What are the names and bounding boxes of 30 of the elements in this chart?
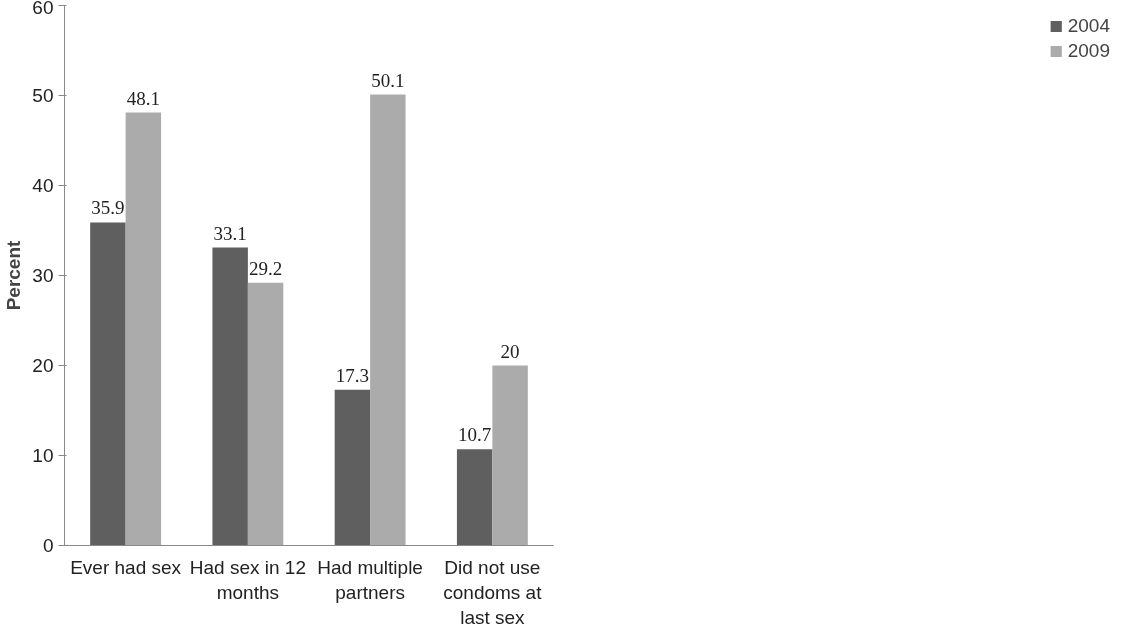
bar	[334, 389, 371, 546]
bar	[212, 247, 248, 546]
data-label: 20	[500, 340, 520, 362]
data-label: 33.1	[213, 222, 247, 244]
y-tick-label: 60	[32, 0, 54, 18]
data-label: 48.1	[126, 87, 160, 109]
y-tick-label: 0	[42, 535, 54, 556]
y-tick-label: 40	[32, 175, 54, 196]
bar	[247, 282, 284, 546]
y-tick-label: 10	[32, 445, 54, 466]
y-tick-label: 20	[32, 355, 54, 376]
bar	[90, 222, 126, 546]
x-tick-label: Had multiple partners	[317, 556, 423, 603]
y-axis-title: Percent	[3, 239, 25, 311]
data-label: 17.3	[335, 364, 370, 386]
bar	[370, 94, 406, 546]
x-tick-label: Did not use condoms at last sex	[443, 556, 543, 628]
data-label: 35.9	[91, 197, 125, 219]
y-tick-label: 30	[32, 265, 54, 286]
x-tick-label: Ever had sex	[70, 556, 182, 578]
bar	[456, 449, 493, 546]
bar	[125, 112, 162, 546]
legend-label: 2009	[1067, 40, 1110, 62]
data-label: 29.2	[248, 257, 283, 279]
data-label: 50.1	[371, 69, 405, 91]
bar	[492, 365, 528, 546]
y-tick-label: 50	[32, 85, 54, 106]
data-label: 10.7	[458, 424, 492, 446]
legend-label: 2004	[1067, 15, 1110, 37]
x-tick-label: Had sex in 12 months	[189, 556, 306, 603]
